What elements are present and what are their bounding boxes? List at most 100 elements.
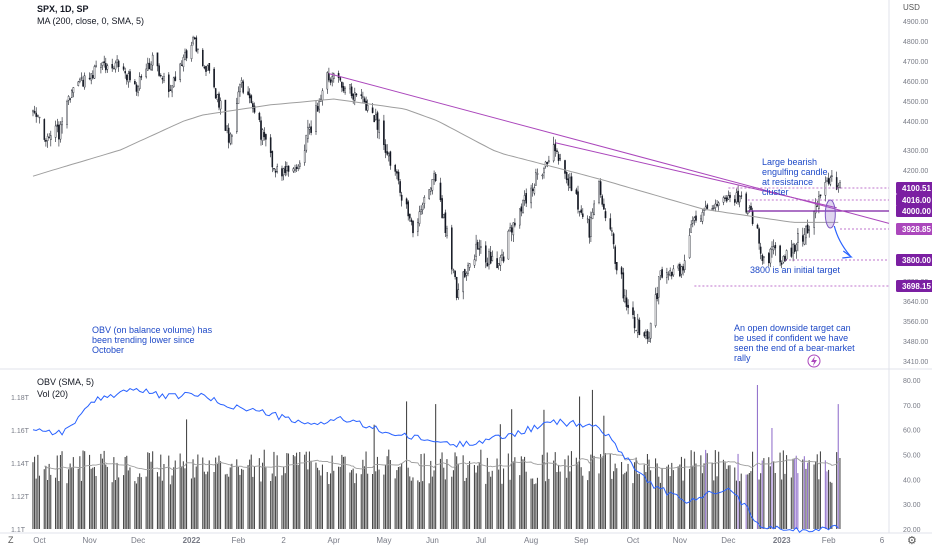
- candle-body: [543, 168, 545, 174]
- candle-body: [627, 304, 629, 308]
- candle-body: [218, 93, 220, 108]
- candle-body: [397, 171, 400, 181]
- volume-bar: [735, 480, 737, 529]
- time-tick-Apr: Apr: [328, 536, 341, 545]
- candle-body: [507, 230, 510, 260]
- volume-bar: [485, 483, 487, 529]
- volume-indicator-label[interactable]: Vol (20): [37, 389, 69, 399]
- candle-body: [50, 135, 52, 141]
- candle-body: [554, 143, 557, 152]
- candle-body: [512, 222, 515, 236]
- volume-bar: [181, 466, 183, 529]
- ma-indicator-label[interactable]: MA (200, close, 0, SMA, 5): [37, 16, 145, 26]
- candle-body: [389, 151, 392, 166]
- obv-indicator-label[interactable]: OBV (SMA, 5): [37, 377, 95, 387]
- volume-bar: [499, 424, 501, 529]
- volume-bar: [318, 470, 320, 529]
- volume-bar: [570, 451, 572, 529]
- obv-tick-1.16T: 1.16T: [11, 428, 30, 435]
- candle-body: [299, 162, 301, 167]
- candle-body: [117, 60, 120, 68]
- candle-body: [826, 180, 828, 182]
- candle-body: [410, 219, 413, 222]
- volume-bar: [135, 483, 137, 529]
- candle-body: [475, 243, 477, 257]
- candle-body: [287, 165, 290, 172]
- volume-bar: [50, 474, 52, 529]
- candle-body: [61, 121, 63, 126]
- settings-gear-icon[interactable]: ⚙: [907, 535, 917, 547]
- volume-bar: [726, 468, 728, 529]
- candle-body: [239, 84, 241, 93]
- candle-body: [793, 245, 796, 253]
- candle-body: [797, 232, 799, 243]
- volume-bar: [613, 471, 615, 529]
- volume-bar: [603, 415, 605, 529]
- volume-bar: [89, 454, 91, 529]
- time-tick-Nov: Nov: [82, 536, 96, 545]
- candle-body: [384, 144, 387, 153]
- volume-bar: [522, 459, 524, 529]
- volume-bar: [601, 457, 603, 529]
- candle-body: [294, 169, 296, 171]
- candle-body: [184, 52, 186, 60]
- symbol-label[interactable]: SPX, 1D, SP: [37, 4, 89, 14]
- candle-body: [333, 73, 335, 80]
- volume-bar: [66, 483, 68, 529]
- volume-bar: [533, 484, 535, 529]
- candle-body: [467, 265, 469, 274]
- price-tick-4500.00: 4500.00: [903, 99, 928, 106]
- candle-body: [91, 75, 94, 79]
- candle-body: [253, 105, 256, 113]
- time-tick-Jun: Jun: [426, 536, 439, 545]
- candle-body: [295, 166, 298, 169]
- candle-body: [227, 127, 230, 143]
- volume-bar: [241, 468, 243, 529]
- candle-body: [169, 89, 172, 91]
- candle-body: [423, 196, 426, 204]
- volume-bar: [784, 473, 786, 529]
- volume-bar: [386, 456, 388, 529]
- volume-bar: [106, 466, 108, 529]
- candle-body: [260, 120, 262, 140]
- candle-body: [580, 209, 582, 213]
- volume-bar: [45, 466, 47, 529]
- candle-body: [111, 63, 113, 69]
- volume-bar: [195, 466, 197, 529]
- volume-bar: [320, 475, 322, 529]
- volume-bar: [690, 450, 692, 529]
- candle-body: [310, 126, 312, 133]
- volume-bar: [768, 457, 770, 529]
- volume-bar: [174, 460, 176, 529]
- candle-body: [355, 93, 358, 96]
- resistance-trendline-2: [555, 142, 837, 209]
- level-badge-4000.00: [896, 205, 932, 217]
- candle-body: [835, 177, 838, 190]
- candle-body: [418, 211, 421, 224]
- candle-body: [185, 50, 188, 59]
- candle-body: [172, 77, 175, 88]
- volume-bar: [250, 454, 252, 529]
- volume-bar: [747, 474, 749, 529]
- volume-bar: [80, 480, 82, 529]
- candle-body: [307, 126, 309, 139]
- price-tick-4200.00: 4200.00: [903, 168, 928, 175]
- candle-body: [829, 177, 832, 185]
- zoom-toggle[interactable]: Z: [8, 535, 14, 545]
- volume-bar: [58, 481, 60, 529]
- candle-body: [431, 179, 434, 191]
- volume-bar: [658, 476, 660, 529]
- candle-body: [827, 178, 830, 184]
- candle-body: [575, 189, 578, 194]
- candle-body: [510, 227, 513, 233]
- volume-bar: [625, 471, 627, 529]
- candle-body: [771, 246, 773, 251]
- candle-body: [611, 230, 613, 232]
- candle-body: [226, 125, 228, 131]
- candle-body: [229, 133, 232, 144]
- candle-body: [831, 175, 833, 178]
- volume-bar: [252, 476, 254, 529]
- volume-bar: [101, 458, 103, 529]
- candle-body: [430, 187, 432, 192]
- candle-body: [751, 211, 754, 225]
